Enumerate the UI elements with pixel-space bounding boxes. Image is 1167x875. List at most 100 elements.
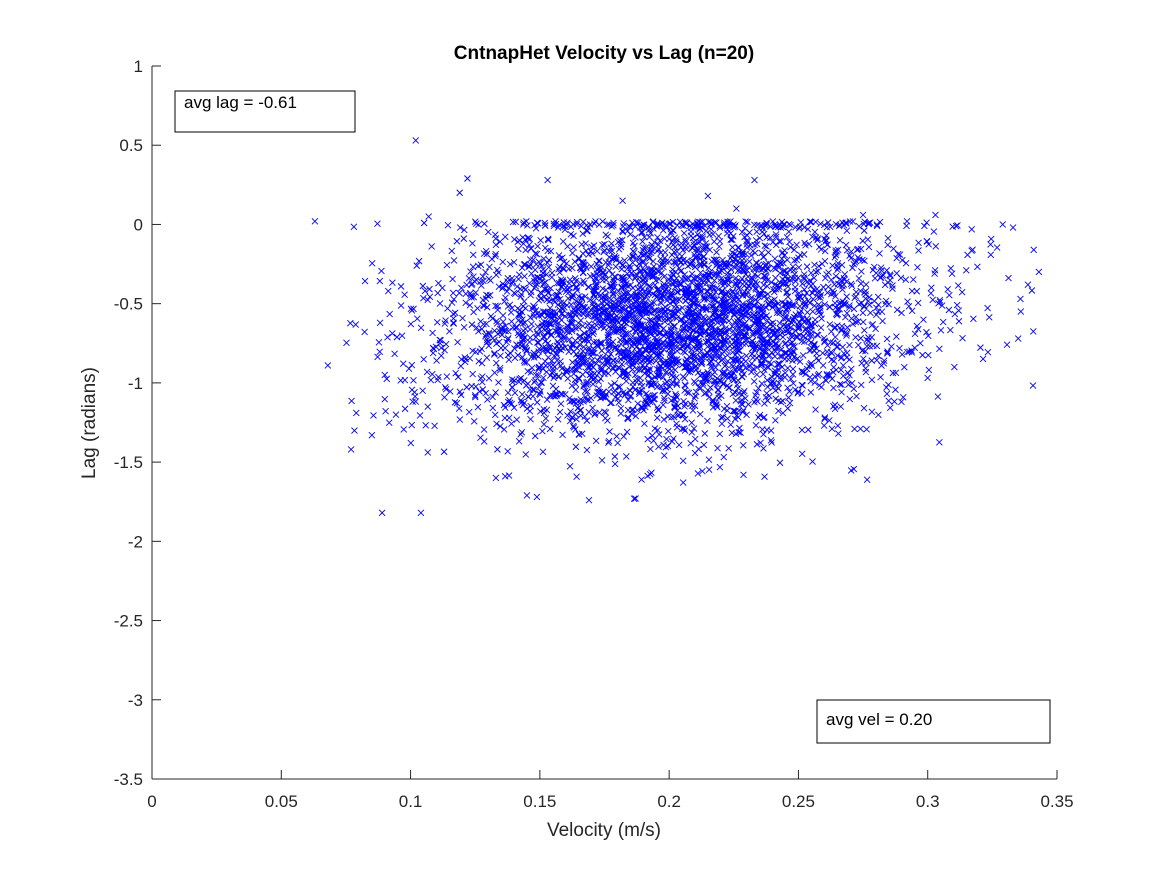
data-point xyxy=(679,479,687,486)
data-point xyxy=(646,233,653,241)
data-point xyxy=(878,267,885,274)
data-point xyxy=(857,280,865,287)
data-point xyxy=(709,403,717,411)
data-point xyxy=(689,326,697,334)
data-point xyxy=(407,439,415,447)
data-point xyxy=(782,272,790,280)
data-point xyxy=(461,358,469,366)
data-point xyxy=(681,325,688,333)
data-point xyxy=(745,302,752,309)
data-point xyxy=(628,292,635,300)
data-point xyxy=(798,315,805,323)
data-point xyxy=(885,301,893,308)
data-point xyxy=(804,225,812,233)
data-point xyxy=(541,219,549,227)
data-point xyxy=(533,280,540,288)
data-point xyxy=(525,241,533,249)
data-point xyxy=(671,404,679,412)
data-point xyxy=(886,271,894,278)
data-point xyxy=(646,255,653,262)
data-point xyxy=(680,229,688,237)
data-point xyxy=(704,192,712,200)
data-point xyxy=(795,318,803,326)
data-point xyxy=(633,218,640,226)
data-point xyxy=(548,357,556,365)
data-point xyxy=(702,227,710,235)
data-point xyxy=(752,286,760,293)
data-point xyxy=(772,233,780,241)
data-point xyxy=(662,369,670,377)
data-point xyxy=(685,305,693,313)
data-point xyxy=(843,376,851,384)
data-point xyxy=(515,275,522,283)
data-point xyxy=(787,266,794,274)
data-point xyxy=(521,261,529,268)
data-point xyxy=(627,392,635,400)
data-point xyxy=(540,255,548,263)
data-point xyxy=(789,371,797,378)
data-point xyxy=(590,242,598,249)
data-point xyxy=(506,301,514,309)
data-point xyxy=(959,334,966,342)
data-point xyxy=(641,420,648,428)
data-point xyxy=(921,222,928,230)
data-point xyxy=(471,392,479,399)
data-point xyxy=(873,304,880,312)
data-point xyxy=(610,279,618,286)
data-point xyxy=(693,245,700,253)
data-point xyxy=(716,238,724,245)
data-point xyxy=(768,439,775,446)
data-point xyxy=(723,407,731,414)
data-point xyxy=(570,244,577,251)
data-point xyxy=(755,293,763,301)
data-point xyxy=(804,426,812,434)
data-point xyxy=(722,324,729,332)
data-point xyxy=(527,402,534,410)
data-point xyxy=(440,448,448,456)
data-point xyxy=(691,449,699,457)
data-point xyxy=(760,413,768,421)
data-point xyxy=(681,381,689,389)
data-point xyxy=(610,357,618,365)
data-point xyxy=(479,302,487,309)
data-point xyxy=(742,324,749,332)
data-point xyxy=(622,377,630,385)
data-point xyxy=(945,306,953,314)
data-point xyxy=(497,352,504,360)
data-point xyxy=(738,275,746,283)
data-point xyxy=(729,327,737,335)
data-point xyxy=(670,413,678,421)
data-point xyxy=(400,426,408,433)
data-point xyxy=(789,315,797,323)
data-point xyxy=(823,370,831,378)
data-point xyxy=(609,280,617,288)
data-point xyxy=(821,338,828,346)
data-point xyxy=(376,277,384,285)
data-point xyxy=(699,382,707,389)
data-point xyxy=(617,355,625,363)
data-point xyxy=(484,292,492,300)
data-point xyxy=(736,424,743,432)
data-point xyxy=(823,223,831,231)
data-point xyxy=(545,289,552,296)
data-point xyxy=(640,222,648,229)
data-point xyxy=(657,356,664,364)
data-point xyxy=(478,378,486,386)
data-point xyxy=(618,299,626,307)
data-point xyxy=(729,306,737,314)
data-point xyxy=(734,365,741,372)
data-point xyxy=(894,250,902,258)
data-point xyxy=(643,390,650,397)
data-point xyxy=(666,220,673,228)
data-point xyxy=(664,413,672,420)
data-point xyxy=(589,250,596,257)
data-point xyxy=(755,414,762,421)
data-point xyxy=(454,338,461,346)
data-point xyxy=(849,264,856,272)
data-point xyxy=(694,246,702,253)
x-ticks: 0 0.05 0.1 0.15 0.2 0.25 0.3 0.35 xyxy=(147,770,1074,811)
data-point xyxy=(848,282,856,289)
data-point xyxy=(642,346,650,353)
data-point xyxy=(691,251,698,259)
data-point xyxy=(628,410,636,418)
